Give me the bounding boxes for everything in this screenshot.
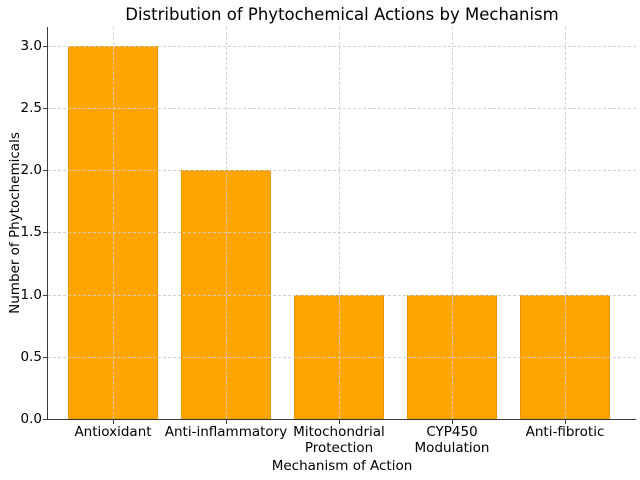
x-axis-spine: [47, 419, 636, 420]
y-tick-label: 3.0: [20, 37, 42, 54]
v-gridline: [113, 27, 114, 419]
y-tick-mark: [43, 419, 47, 420]
x-tick-label-line: Protection: [304, 440, 374, 456]
y-tick-label: 1.5: [20, 224, 42, 241]
x-tick-label-line: Mitochondrial: [293, 424, 385, 440]
x-tick-mark: [113, 420, 114, 424]
h-gridline: [48, 232, 636, 234]
y-tick-mark: [43, 294, 47, 296]
x-tick-label-2: Anti-inflammatory: [126, 424, 326, 440]
y-tick-label: 0.5: [20, 348, 42, 365]
y-tick-mark: [43, 107, 47, 109]
v-gridline: [452, 27, 453, 419]
v-gridline: [226, 27, 227, 419]
y-tick-label: 2.0: [20, 162, 42, 179]
x-tick-label-line: Modulation: [414, 440, 490, 456]
y-tick-mark: [43, 232, 47, 234]
v-gridline: [565, 27, 566, 419]
v-gridline: [339, 27, 340, 419]
y-axis-spine: [47, 27, 48, 420]
x-tick-mark: [452, 420, 453, 424]
x-tick-mark: [339, 420, 340, 424]
y-tick-mark: [43, 170, 47, 172]
y-tick-label: 0.0: [20, 411, 42, 427]
x-tick-label-line: Anti-inflammatory: [164, 424, 288, 440]
h-gridline: [48, 45, 636, 47]
y-tick-mark: [43, 356, 47, 358]
x-tick-label-line: CYP450: [426, 424, 478, 440]
h-gridline: [48, 356, 636, 358]
x-tick-label-4: CYP450 Modulation: [352, 424, 552, 456]
chart-title: Distribution of Phytochemical Actions by…: [125, 5, 559, 24]
y-tick-label: 1.0: [20, 286, 42, 303]
y-tick-mark: [43, 45, 47, 47]
x-tick-label-3: Mitochondrial Protection: [239, 424, 439, 456]
y-tick-label: 2.5: [20, 99, 42, 116]
h-gridline: [48, 294, 636, 296]
x-tick-label-1: Antioxidant: [13, 424, 213, 440]
x-tick-label-line: Anti-fibrotic: [525, 424, 605, 440]
h-gridline: [48, 170, 636, 172]
x-axis-label: Mechanism of Action: [271, 458, 413, 474]
x-tick-mark: [565, 420, 566, 424]
x-tick-mark: [226, 420, 227, 424]
h-gridline: [48, 107, 636, 109]
x-tick-label-line: Antioxidant: [74, 424, 152, 440]
x-tick-label-5: Anti-fibrotic: [465, 424, 640, 440]
plot-area: [43, 27, 636, 424]
